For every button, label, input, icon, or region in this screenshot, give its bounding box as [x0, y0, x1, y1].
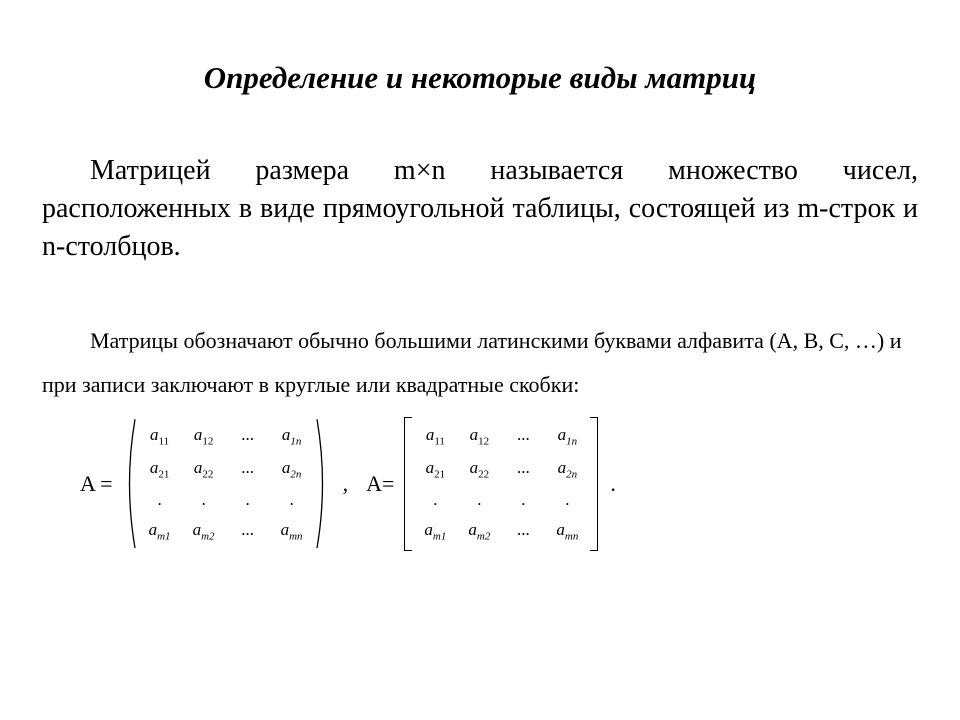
matrix-cell: ...	[235, 458, 261, 480]
matrix-body-1: a11 a12 ... a1n a21 a22 ... a2n . . . . …	[137, 417, 315, 550]
matrix-cell: ...	[235, 425, 261, 447]
matrix-cell: a11	[147, 425, 173, 447]
matrix-cell: a22	[466, 458, 492, 480]
matrix-cell: .	[422, 490, 448, 510]
left-paren-icon	[123, 417, 137, 550]
right-bracket-icon	[590, 417, 598, 550]
matrix-cell: .	[279, 490, 305, 510]
matrix-cell: .	[466, 490, 492, 510]
matrix-cell: .	[235, 490, 261, 510]
matrix-cell: am2	[466, 520, 492, 542]
matrix-cell: a1n	[279, 425, 305, 447]
notation-paragraph: Матрицы обозначают обычно большими латин…	[36, 319, 924, 407]
matrix-cell: ...	[235, 520, 261, 542]
page-title: Определение и некоторые виды матриц	[36, 60, 924, 96]
matrix-lhs-2: A=	[362, 471, 398, 497]
matrix-cell: ...	[510, 458, 536, 480]
matrix-cell: amn	[554, 520, 580, 542]
matrix-cell: .	[554, 490, 580, 510]
left-bracket-icon	[404, 417, 412, 550]
comma-separator: ,	[335, 471, 357, 497]
matrix-cell: a12	[466, 425, 492, 447]
matrix-cell: am1	[422, 520, 448, 542]
matrix-cell: a11	[422, 425, 448, 447]
matrix-cell: a21	[422, 458, 448, 480]
right-paren-icon	[315, 417, 329, 550]
matrix-cell: .	[147, 490, 173, 510]
matrix-cell: a2n	[554, 458, 580, 480]
matrix-cell: .	[191, 490, 217, 510]
matrix-cell: a12	[191, 425, 217, 447]
matrix-cell: a22	[191, 458, 217, 480]
matrix-display-line: A = a11 a12 ... a1n a21 a22 ... a2n . . …	[36, 417, 924, 550]
matrix-cell: amn	[279, 520, 305, 542]
matrix-cell: a21	[147, 458, 173, 480]
matrix-body-2: a11 a12 ... a1n a21 a22 ... a2n . . . . …	[412, 417, 590, 550]
matrix-round-brackets: a11 a12 ... a1n a21 a22 ... a2n . . . . …	[123, 417, 329, 550]
matrix-cell: am2	[191, 520, 217, 542]
matrix-cell: a2n	[279, 458, 305, 480]
matrix-cell: am1	[147, 520, 173, 542]
matrix-cell: ...	[510, 520, 536, 542]
matrix-cell: ...	[510, 425, 536, 447]
final-period: .	[604, 471, 616, 497]
definition-paragraph: Матрицей размера m×n называется множеств…	[36, 152, 924, 265]
matrix-cell: .	[510, 490, 536, 510]
matrix-square-brackets: a11 a12 ... a1n a21 a22 ... a2n . . . . …	[404, 417, 598, 550]
matrix-lhs-1: A =	[76, 471, 117, 497]
matrix-cell: a1n	[554, 425, 580, 447]
